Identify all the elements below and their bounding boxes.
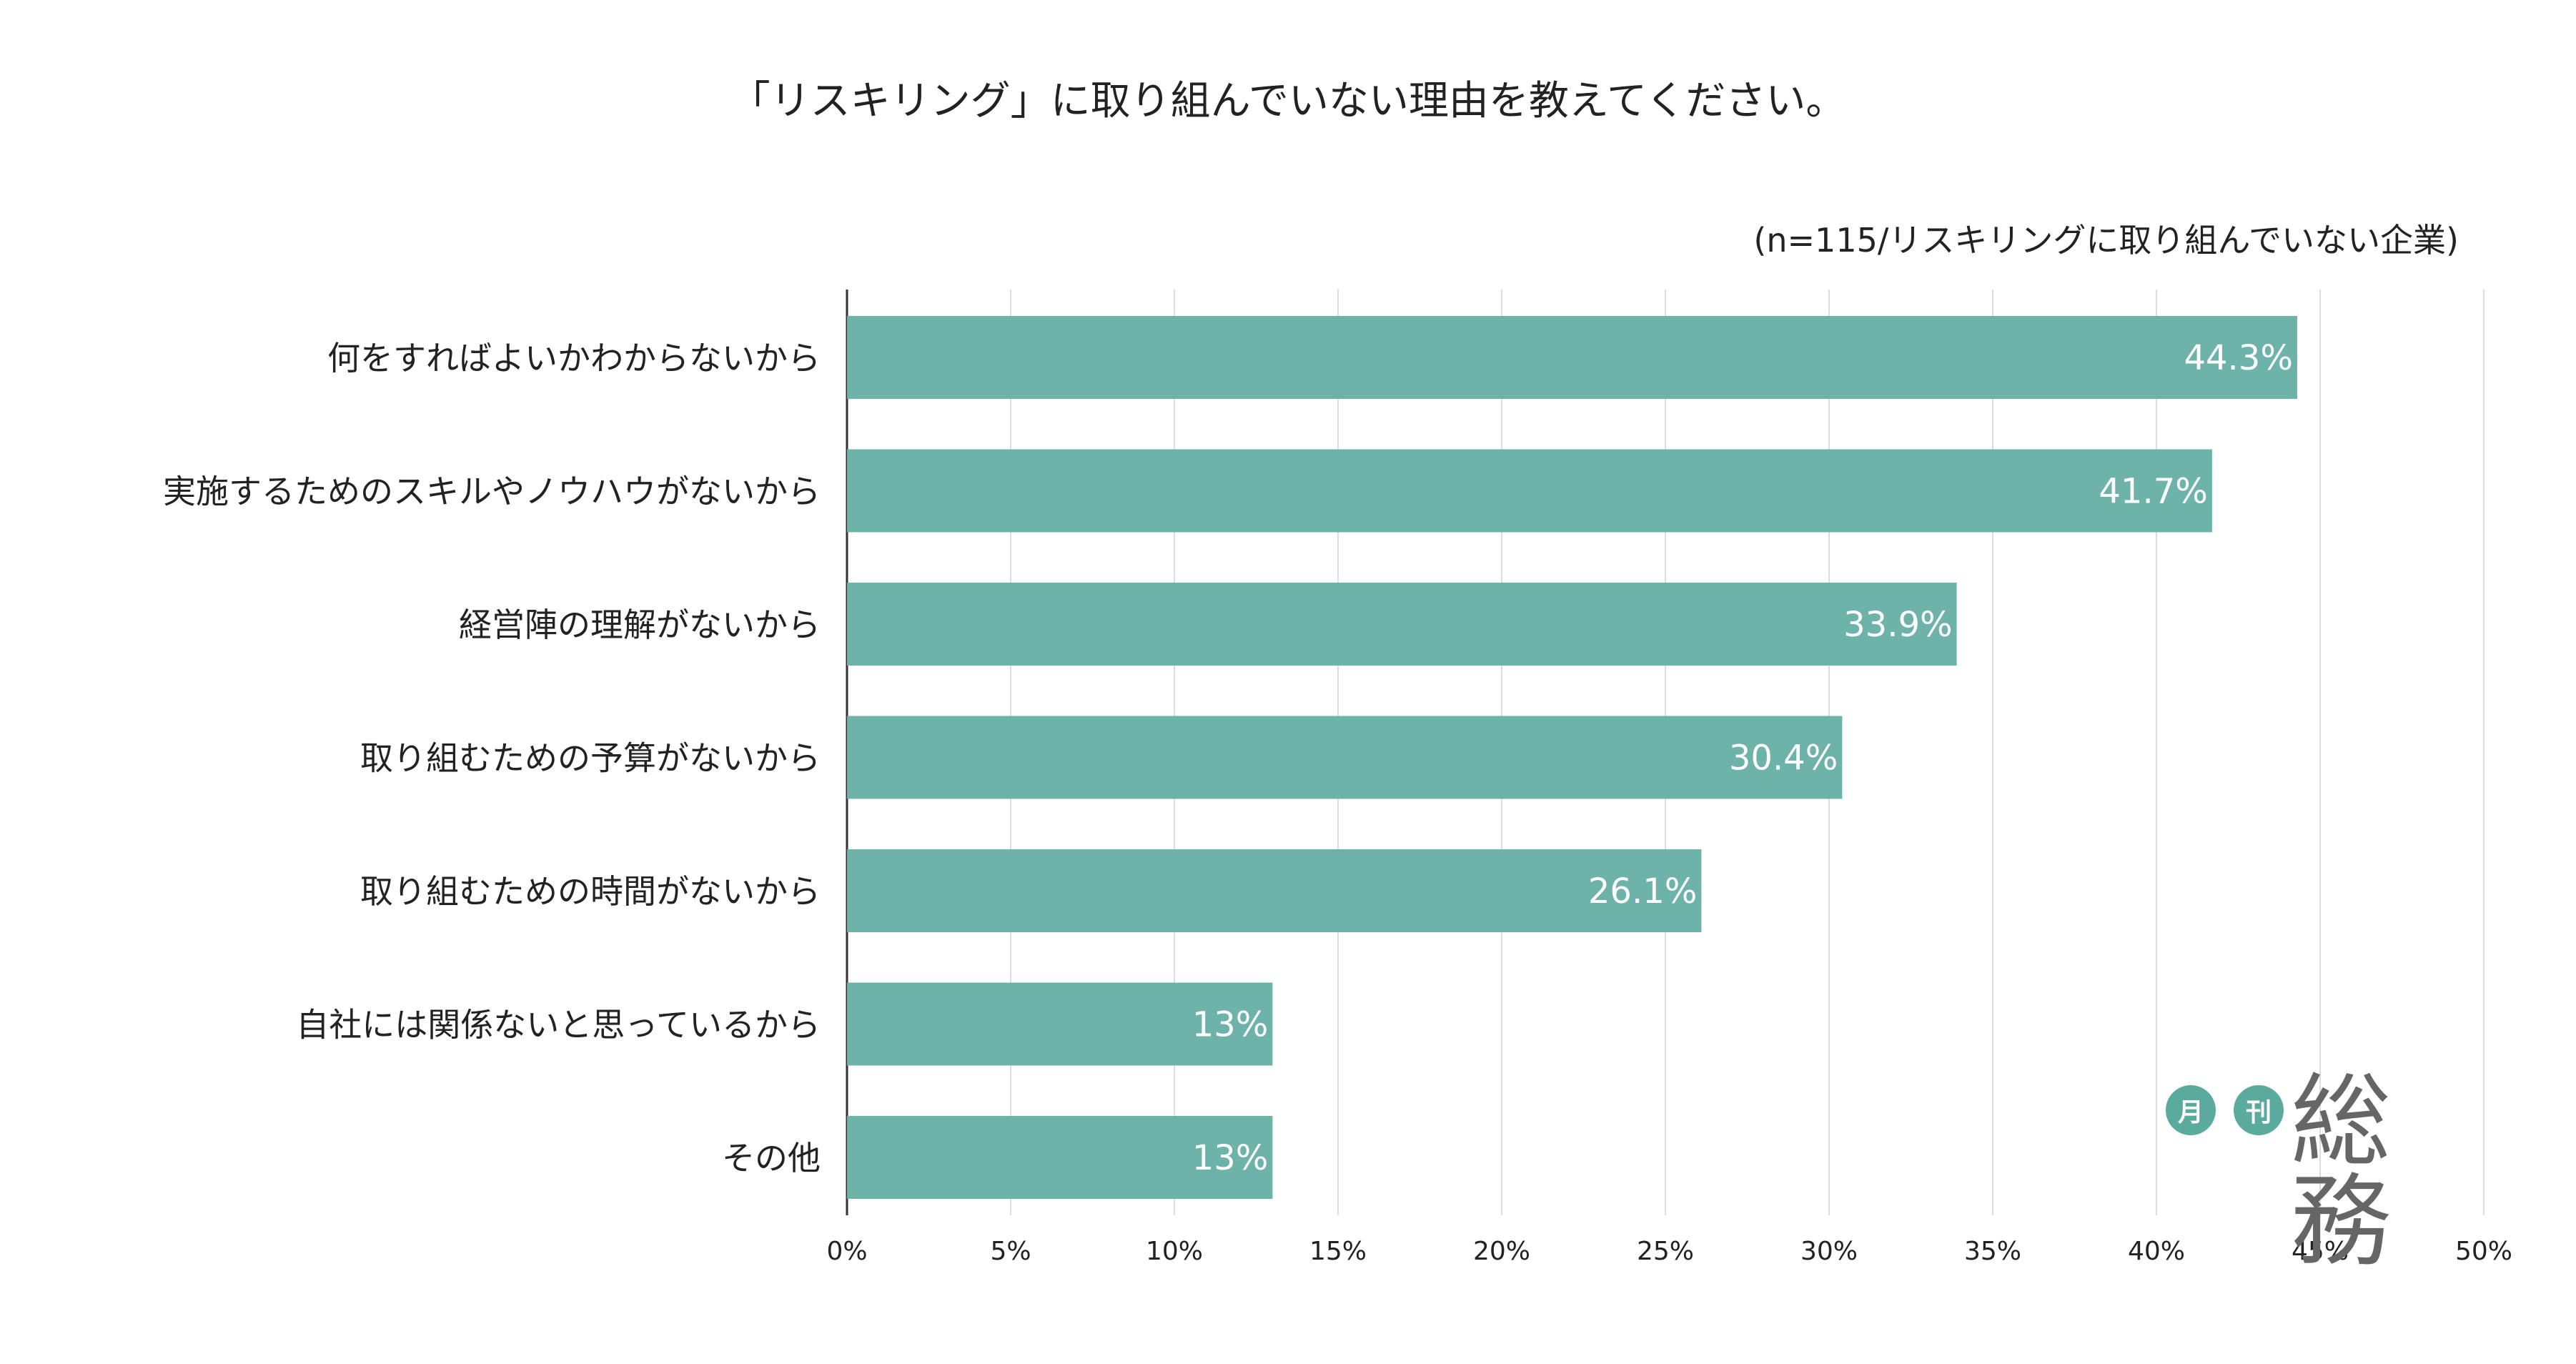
- bar-value-label: 41.7%: [2099, 472, 2207, 512]
- bar: [847, 449, 2212, 533]
- logo-badge-month: 月: [2166, 1085, 2216, 1135]
- category-label: 取り組むための時間がないから: [360, 872, 821, 911]
- bar: [847, 716, 1843, 799]
- x-tick-label: 5%: [990, 1237, 1031, 1266]
- x-tick-label: 45%: [2292, 1237, 2349, 1266]
- bar: [847, 849, 1702, 932]
- gekkan-soumu-logo: 月 刊 総務: [2166, 1072, 2473, 1272]
- category-label: 経営陣の理解がないから: [459, 606, 821, 644]
- x-tick-label: 10%: [1146, 1237, 1203, 1266]
- x-tick-label: 35%: [1964, 1237, 2021, 1266]
- bars: 44.3% 41.7% 33.9% 30.4% 26.1% 13% 13%: [847, 316, 2297, 1199]
- x-tick-label: 20%: [1473, 1237, 1530, 1266]
- x-tick-label: 25%: [1637, 1237, 1694, 1266]
- category-label: 実施するためのスキルやノウハウがないから: [163, 473, 821, 511]
- x-tick-label: 40%: [2128, 1237, 2185, 1266]
- category-labels: 何をすればよいかわからないから実施するためのスキルやノウハウがないから経営陣の理…: [163, 339, 821, 1177]
- bar-value-label: 33.9%: [1843, 605, 1952, 645]
- bar: [847, 583, 1957, 666]
- bar-value-label: 26.1%: [1588, 871, 1697, 911]
- logo-badge-publication: 刊: [2234, 1085, 2284, 1135]
- bar-value-label: 13%: [1192, 1138, 1269, 1178]
- x-tick-label: 50%: [2455, 1237, 2512, 1266]
- x-tick-label: 30%: [1800, 1237, 1858, 1266]
- x-tick-label: 0%: [826, 1237, 867, 1266]
- category-label: 取り組むための予算がないから: [360, 739, 821, 778]
- bar: [847, 1116, 1273, 1199]
- category-label: その他: [722, 1139, 821, 1177]
- bar-value-label: 44.3%: [2184, 338, 2292, 378]
- x-axis-ticks: 0% 5% 10% 15% 20% 25% 30% 35% 40% 45% 50%: [826, 1237, 2512, 1266]
- bar-value-label: 13%: [1192, 1005, 1269, 1045]
- category-label: 自社には関係ないと思っているから: [296, 1006, 821, 1044]
- logo-text: 総務: [2291, 1064, 2391, 1280]
- category-label: 何をすればよいかわからないから: [327, 339, 821, 377]
- bar: [847, 982, 1273, 1066]
- x-tick-label: 15%: [1309, 1237, 1367, 1266]
- chart-subtitle: (n=115/リスキリングに取り組んでいない企業): [1753, 221, 2459, 260]
- bar: [847, 316, 2297, 399]
- bar-value-label: 30.4%: [1729, 738, 1838, 779]
- chart-title: 「リスキリング」に取り組んでいない理由を教えてください。: [730, 78, 1846, 124]
